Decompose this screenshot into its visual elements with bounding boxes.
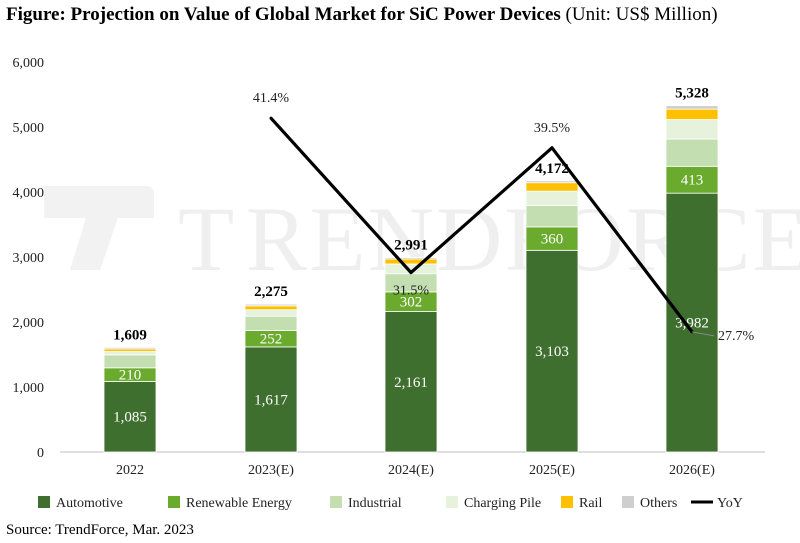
bar-data-label: 413 bbox=[681, 173, 704, 189]
legend-swatch bbox=[168, 496, 180, 508]
legend-label: YoY bbox=[717, 496, 743, 511]
legend-swatch bbox=[38, 496, 50, 508]
bar-segment-rail bbox=[665, 108, 719, 120]
bar-segment-industrial bbox=[244, 315, 298, 331]
bar-segment-automotive bbox=[525, 249, 579, 453]
bar-segment-others bbox=[384, 257, 438, 260]
chart-title: Figure: Projection on Value of Global Ma… bbox=[6, 4, 718, 26]
legend-label: Renewable Energy bbox=[186, 496, 292, 511]
bar-segment-others bbox=[525, 180, 579, 184]
y-tick-label: 0 bbox=[37, 446, 44, 461]
bar-data-label: 252 bbox=[260, 332, 283, 348]
chart-title-unit: (Unit: US$ Million) bbox=[565, 4, 718, 25]
legend-swatch bbox=[561, 496, 573, 508]
legend-label: Rail bbox=[579, 496, 602, 511]
yoy-line bbox=[269, 117, 694, 333]
bar-segment-charging-pile bbox=[665, 119, 719, 140]
bar-total-label: 2,275 bbox=[254, 284, 288, 300]
bar-segment-rail bbox=[244, 305, 298, 311]
y-tick-label: 2,000 bbox=[13, 316, 45, 331]
yoy-data-label: 39.5% bbox=[534, 121, 571, 136]
bar-total-label: 5,328 bbox=[675, 86, 709, 102]
bar-segment-automotive bbox=[244, 346, 298, 453]
bar-segment-others bbox=[665, 105, 719, 110]
legend-label: Others bbox=[640, 496, 677, 511]
y-tick-label: 6,000 bbox=[13, 56, 45, 71]
bar-segment-charging-pile bbox=[103, 351, 157, 356]
watermark-logo-mark bbox=[44, 186, 154, 270]
y-tick-label: 1,000 bbox=[13, 381, 45, 396]
y-tick-label: 3,000 bbox=[13, 251, 45, 266]
bar-total-label: 4,172 bbox=[535, 161, 569, 177]
legend-label: Automotive bbox=[56, 496, 123, 511]
bar-segment-charging-pile bbox=[244, 309, 298, 317]
y-tick-label: 4,000 bbox=[13, 186, 45, 201]
x-tick-label: 2026(E) bbox=[669, 463, 715, 478]
bar-segment-automotive bbox=[384, 311, 438, 453]
source-note: Source: TrendForce, Mar. 2023 bbox=[6, 522, 194, 538]
x-tick-label: 2023(E) bbox=[248, 463, 294, 478]
bar-data-label: 1,085 bbox=[113, 410, 147, 426]
bar-segment-rail bbox=[525, 182, 579, 192]
y-tick-label: 5,000 bbox=[13, 121, 45, 136]
x-tick-label: 2022 bbox=[116, 463, 144, 478]
legend-swatch bbox=[622, 496, 634, 508]
bar-segment-charging-pile bbox=[525, 190, 579, 206]
yoy-point bbox=[550, 146, 554, 150]
bar-data-label: 1,617 bbox=[254, 392, 288, 408]
yoy-data-label: 27.7% bbox=[718, 329, 755, 344]
bar-segment-industrial bbox=[103, 354, 157, 369]
legend-swatch bbox=[446, 496, 458, 508]
bar-segment-others bbox=[103, 347, 157, 350]
bar-data-label: 360 bbox=[541, 232, 564, 248]
bar-data-label: 2,161 bbox=[394, 375, 428, 391]
bar-total-label: 2,991 bbox=[394, 238, 428, 254]
chart-title-main: Figure: Projection on Value of Global Ma… bbox=[6, 4, 561, 25]
yoy-point bbox=[409, 271, 413, 275]
bar-total-label: 1,609 bbox=[113, 327, 147, 343]
yoy-data-label: 41.4% bbox=[253, 91, 290, 106]
yoy-point bbox=[269, 116, 273, 120]
legend-label: Charging Pile bbox=[464, 496, 541, 511]
bar-segment-rail bbox=[384, 258, 438, 265]
legend-swatch bbox=[330, 496, 342, 508]
bar-segment-industrial bbox=[525, 205, 579, 228]
bar-segment-renewable-energy bbox=[665, 165, 719, 194]
bar-segment-automotive bbox=[665, 192, 719, 453]
yoy-leader-line bbox=[691, 331, 715, 337]
bar-data-label: 210 bbox=[119, 368, 142, 384]
bar-data-label: 3,103 bbox=[535, 344, 569, 360]
x-tick-label: 2024(E) bbox=[388, 463, 434, 478]
bar-segment-industrial bbox=[665, 138, 719, 167]
bar-data-label: 302 bbox=[400, 295, 423, 311]
yoy-data-label: 31.5% bbox=[393, 284, 430, 299]
x-tick-label: 2025(E) bbox=[529, 463, 575, 478]
legend-label: Industrial bbox=[348, 496, 402, 511]
bar-segment-others bbox=[244, 303, 298, 307]
